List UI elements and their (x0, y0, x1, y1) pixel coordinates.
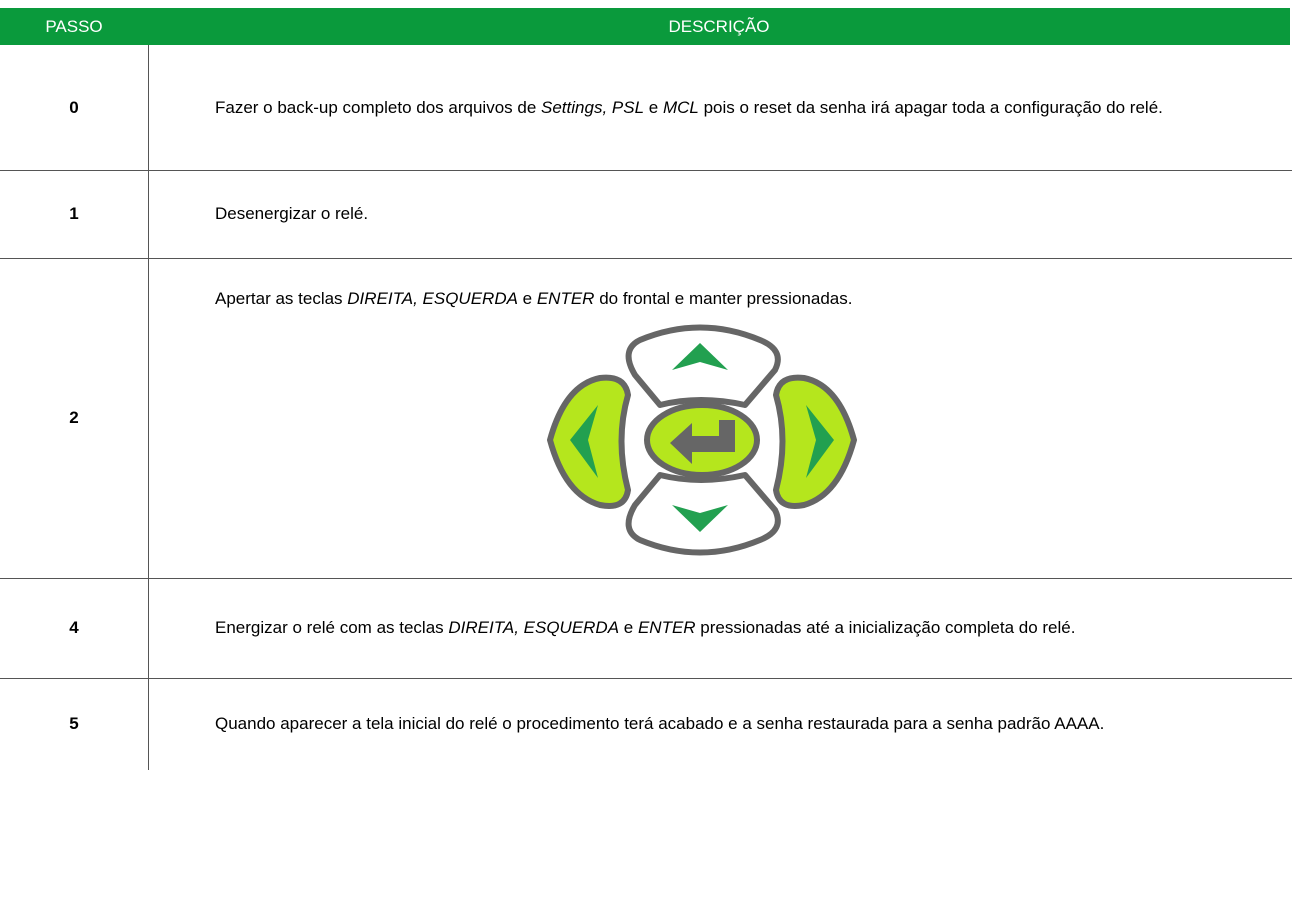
step-description: Apertar as teclas DIREITA, ESQUERDA e EN… (195, 285, 1272, 313)
header-step: PASSO (0, 8, 148, 45)
step-number: 2 (69, 408, 79, 427)
row-divider (0, 678, 1292, 679)
text-segment: DIREITA, ESQUERDA (448, 618, 620, 637)
step-description: Desenergizar o relé. (195, 200, 1272, 228)
text-segment: Quando aparecer a tela inicial do relé o… (215, 714, 1105, 733)
text-segment: e (644, 97, 663, 117)
header-description: DESCRIÇÃO (148, 8, 1290, 45)
text-segment: ENTER (536, 289, 595, 308)
text-segment: pressionadas até a inicialização complet… (695, 618, 1076, 637)
text-segment: Desenergizar o relé. (215, 204, 369, 223)
text-segment: pois o reset da senha irá apagar toda a … (698, 97, 1163, 117)
row-divider (0, 578, 1292, 579)
step-number: 0 (69, 97, 79, 117)
text-segment: e (517, 289, 537, 308)
step-description: Quando aparecer a tela inicial do relé o… (195, 710, 1272, 738)
row-divider (0, 258, 1292, 259)
step-number: 1 (69, 204, 79, 223)
text-segment: DIREITA, ESQUERDA (347, 289, 518, 308)
step-description: Energizar o relé com as teclas DIREITA, … (195, 614, 1272, 642)
step-description: Fazer o back-up completo dos arquivos de… (195, 94, 1272, 122)
text-segment: Energizar o relé com as teclas (215, 618, 449, 637)
step-number: 5 (69, 714, 79, 733)
text-segment: Fazer o back-up completo dos arquivos de (215, 97, 542, 117)
text-segment: Apertar as teclas (215, 289, 348, 308)
text-segment: do frontal e manter pressionadas. (594, 289, 853, 308)
row-divider (0, 170, 1292, 171)
column-divider (148, 45, 149, 770)
text-segment: e (619, 618, 638, 637)
step-number: 4 (69, 618, 79, 637)
text-segment: ENTER (637, 618, 696, 637)
text-segment: Settings, PSL (541, 97, 645, 117)
text-segment: MCL (662, 97, 699, 117)
